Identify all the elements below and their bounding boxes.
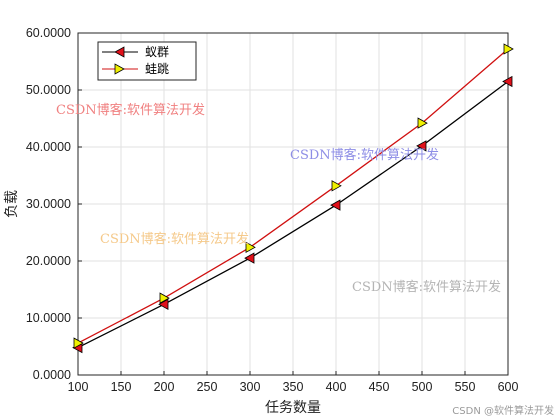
x-tick-label: 450 [369,380,390,394]
legend-label-frog: 蛙跳 [145,62,169,76]
x-axis-label: 任务数量 [265,400,321,416]
x-tick-label: 350 [283,380,304,394]
x-tick-label: 550 [455,380,476,394]
y-tick-label: 0.0000 [33,368,71,382]
x-tick-label: 250 [197,380,218,394]
grid-lines [77,32,509,376]
watermark-1: CSDN博客:软件算法开发 [56,102,205,118]
data-point-series-0 [158,298,169,310]
x-tick-label: 400 [326,380,347,394]
data-point-series-1 [159,292,170,304]
legend-box [97,41,197,81]
csdn-credit: CSDN @软件算法开发 [452,406,554,417]
data-point-series-0 [416,140,427,152]
y-tick-label: 30.0000 [26,197,71,211]
y-tick-label: 60.0000 [26,26,71,40]
y-tick-label: 10.0000 [26,311,71,325]
data-point-series-0 [244,252,255,264]
series-line-0 [77,80,509,349]
y-tick-label: 40.0000 [26,140,71,154]
x-tick-label: 600 [498,380,519,394]
data-point-series-1 [73,337,84,349]
data-point-series-1 [417,117,428,129]
watermark-3: CSDN博客:软件算法开发 [100,231,249,247]
data-point-series-1 [503,43,514,55]
y-tick-label: 20.0000 [26,254,71,268]
legend-marker-ant [114,46,125,58]
watermark-2: CSDN博客:软件算法开发 [290,147,439,163]
legend-label-ant: 蚁群 [145,45,169,59]
x-tick-label: 150 [111,380,132,394]
legend: 蚁群 蛙跳 [97,41,197,81]
data-point-series-0 [330,199,341,211]
x-axis-ticks: 100 150 200 250 300 350 400 450 500 550 600 [68,371,519,394]
y-tick-label: 50.0000 [26,83,71,97]
data-point-series-1 [245,241,256,253]
x-tick-label: 200 [154,380,175,394]
legend-marker-frog [114,63,125,75]
series-group [72,43,514,354]
x-tick-label: 300 [240,380,261,394]
series-line-1 [77,48,509,344]
y-axis-ticks: 0.0000 10.0000 20.0000 30.0000 40.0000 50.000… [26,26,82,382]
y-axis-label: 负载 [4,190,20,218]
x-tick-label: 100 [68,380,89,394]
data-point-series-1 [331,180,342,192]
watermark-4: CSDN博客:软件算法开发 [352,279,501,295]
data-point-series-0 [502,75,513,88]
x-tick-label: 500 [412,380,433,394]
